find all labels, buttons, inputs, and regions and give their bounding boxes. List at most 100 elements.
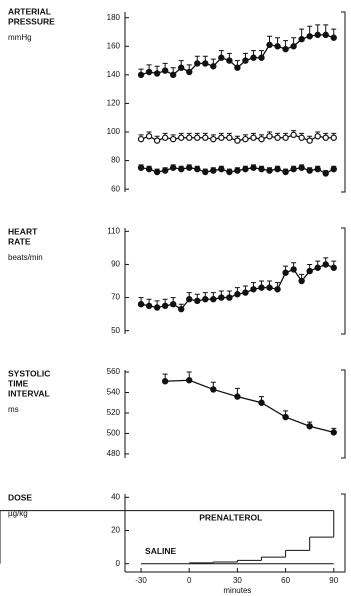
right-bracket bbox=[341, 11, 346, 193]
y-tick-label: 560 bbox=[107, 367, 121, 376]
marker bbox=[145, 68, 153, 76]
series-label: PRENALTEROL bbox=[199, 512, 262, 522]
marker bbox=[218, 294, 225, 301]
marker bbox=[234, 64, 241, 71]
marker bbox=[145, 165, 153, 173]
y-tick-label: 110 bbox=[107, 226, 120, 235]
marker bbox=[186, 296, 193, 303]
marker bbox=[226, 168, 233, 176]
marker bbox=[282, 269, 289, 276]
marker bbox=[306, 423, 313, 430]
marker bbox=[194, 297, 201, 305]
marker bbox=[290, 43, 297, 50]
marker bbox=[218, 165, 225, 173]
marker bbox=[298, 35, 305, 43]
y-tick-label: 180 bbox=[107, 13, 121, 22]
marker bbox=[290, 165, 297, 173]
panel-title: HEART bbox=[8, 226, 38, 236]
x-axis-label: minutes bbox=[223, 586, 251, 595]
marker bbox=[161, 67, 169, 74]
marker bbox=[161, 167, 169, 174]
y-tick-label: 480 bbox=[107, 449, 121, 458]
marker bbox=[242, 57, 249, 64]
marker bbox=[169, 71, 177, 79]
marker bbox=[161, 378, 169, 385]
marker bbox=[153, 137, 161, 144]
marker bbox=[226, 57, 233, 64]
series-line bbox=[165, 379, 334, 434]
marker bbox=[210, 135, 217, 143]
marker bbox=[234, 291, 241, 298]
y-tick-label: 40 bbox=[111, 492, 120, 501]
marker bbox=[153, 304, 161, 311]
marker bbox=[186, 377, 193, 384]
marker bbox=[242, 135, 249, 143]
marker bbox=[298, 277, 305, 285]
marker bbox=[226, 134, 233, 141]
y-tick-label: 160 bbox=[107, 41, 121, 50]
marker bbox=[314, 31, 321, 39]
right-bracket bbox=[341, 227, 346, 335]
marker bbox=[234, 167, 241, 174]
marker bbox=[258, 165, 265, 173]
marker bbox=[314, 133, 321, 140]
marker bbox=[258, 54, 265, 61]
marker bbox=[145, 302, 153, 310]
marker bbox=[290, 131, 297, 139]
marker bbox=[194, 134, 201, 141]
marker bbox=[210, 167, 217, 174]
marker bbox=[186, 134, 193, 141]
marker bbox=[202, 296, 209, 303]
marker bbox=[314, 165, 321, 173]
marker bbox=[282, 134, 289, 141]
marker bbox=[210, 386, 217, 393]
panel-title: ARTERIAL bbox=[8, 6, 51, 16]
marker bbox=[330, 134, 337, 141]
y-tick-label: 540 bbox=[107, 388, 121, 397]
y-tick-label: 120 bbox=[107, 99, 121, 108]
marker bbox=[202, 134, 209, 141]
marker bbox=[242, 165, 249, 173]
marker bbox=[161, 302, 169, 310]
marker bbox=[258, 284, 265, 291]
marker bbox=[274, 43, 281, 50]
marker bbox=[258, 135, 265, 143]
marker bbox=[169, 135, 177, 143]
panel-title: SYSTOLIC bbox=[8, 368, 50, 378]
marker bbox=[322, 261, 329, 268]
marker bbox=[266, 284, 273, 291]
marker bbox=[266, 167, 273, 174]
marker bbox=[330, 34, 337, 41]
marker bbox=[234, 137, 241, 144]
marker bbox=[330, 429, 337, 436]
marker bbox=[258, 399, 265, 406]
marker bbox=[250, 164, 257, 171]
marker bbox=[242, 289, 249, 296]
marker bbox=[137, 71, 145, 79]
marker bbox=[226, 294, 233, 301]
marker bbox=[266, 41, 273, 49]
marker bbox=[178, 305, 185, 313]
y-tick-label: 80 bbox=[111, 156, 120, 165]
y-tick-label: 140 bbox=[107, 70, 121, 79]
marker bbox=[322, 134, 329, 141]
y-axis-label: mmHg bbox=[8, 33, 32, 42]
marker bbox=[202, 60, 209, 67]
marker bbox=[298, 134, 305, 141]
x-tick-label: 60 bbox=[281, 576, 290, 585]
marker bbox=[234, 393, 241, 400]
marker bbox=[266, 133, 273, 140]
y-axis-label: beats/min bbox=[8, 253, 43, 262]
y-axis-label: ms bbox=[8, 405, 19, 414]
y-tick-label: 90 bbox=[111, 260, 120, 269]
marker bbox=[153, 70, 161, 77]
marker bbox=[306, 267, 313, 275]
marker bbox=[314, 264, 321, 271]
marker bbox=[169, 300, 177, 308]
marker bbox=[282, 413, 289, 421]
panel-title: PRESSURE bbox=[8, 16, 55, 26]
marker bbox=[274, 134, 281, 141]
y-tick-label: 20 bbox=[111, 526, 120, 535]
marker bbox=[274, 286, 281, 293]
